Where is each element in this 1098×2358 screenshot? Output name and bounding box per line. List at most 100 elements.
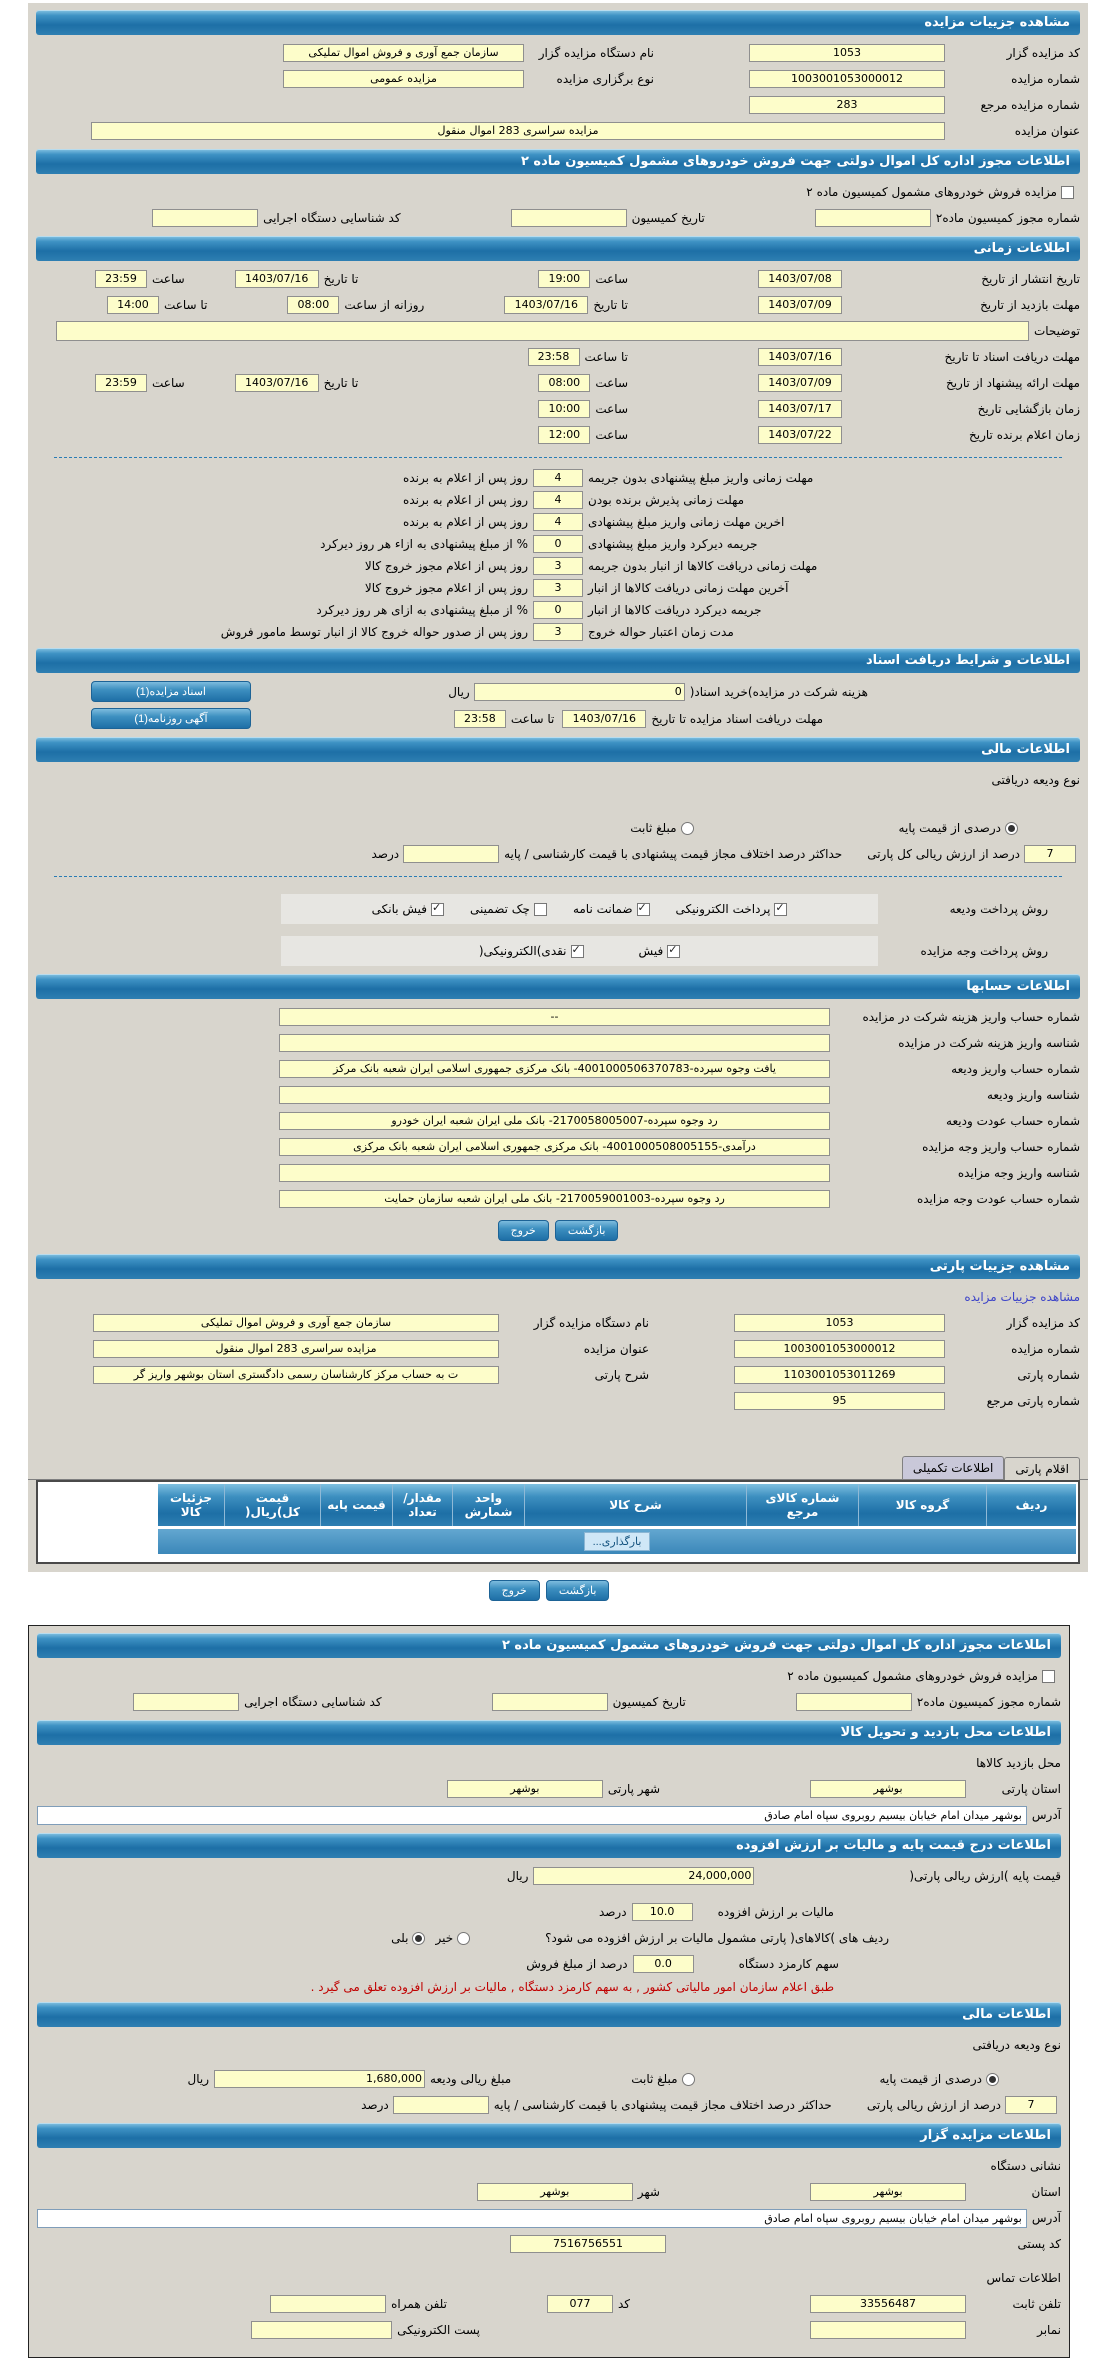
fee-field[interactable]: 0 <box>473 682 685 701</box>
party-province-field[interactable]: بوشهر <box>810 1780 966 1798</box>
account-field[interactable] <box>279 1086 830 1104</box>
deposit-percent-field[interactable]: 7 <box>1024 845 1076 863</box>
auction-title-field[interactable]: مزایده سراسری 283 اموال منقول <box>91 122 945 140</box>
phone-field[interactable]: 33556487 <box>810 2295 966 2313</box>
penalty-value-field[interactable]: 3 <box>533 623 583 641</box>
offer-to-time-field[interactable]: 23:59 <box>95 374 147 392</box>
vat-yes-radio[interactable] <box>412 1931 426 1945</box>
commission-share-field[interactable]: 0.0 <box>632 1955 694 1973</box>
base-price-field[interactable]: 24,000,000 <box>533 1867 755 1885</box>
permit-checkbox-2[interactable] <box>1042 1669 1055 1683</box>
open-date-field[interactable]: 1403/07/17 <box>758 400 842 418</box>
party-desc-field[interactable]: ت به حساب مرکز کارشناسان رسمی دادگستری ا… <box>93 1366 499 1384</box>
auction-number-field[interactable]: 1003001053000012 <box>749 70 945 88</box>
seller-city-field[interactable]: بوشهر <box>476 2183 633 2201</box>
visit-daily-to-field[interactable]: 14:00 <box>106 296 159 314</box>
visit-daily-from-field[interactable]: 08:00 <box>287 296 340 314</box>
account-field[interactable]: -- <box>279 1008 830 1026</box>
account-field[interactable]: رد وجوه سپرده-2170059001003- بانک ملی ای… <box>279 1190 830 1208</box>
exit-button[interactable]: خروج <box>497 1220 549 1241</box>
party-auction-title-field[interactable]: مزایده سراسری 283 اموال منقول <box>93 1340 499 1358</box>
tab-party-items[interactable]: اقلام پارتی <box>1004 1457 1080 1480</box>
account-field[interactable] <box>279 1034 830 1052</box>
newspaper-ad-button[interactable]: آگهی روزنامه(1) <box>91 708 251 729</box>
account-field[interactable] <box>279 1164 830 1182</box>
party-auction-number-field[interactable]: 1003001053000012 <box>734 1340 945 1358</box>
back-button[interactable]: بازگشت <box>554 1220 619 1241</box>
penalty-value-field[interactable]: 3 <box>533 579 583 597</box>
publish-time-field[interactable]: 19:00 <box>538 270 591 288</box>
party-city-field[interactable]: بوشهر <box>446 1780 603 1798</box>
penalty-value-field[interactable]: 0 <box>533 535 583 553</box>
account-field[interactable]: درآمدی-4001000508005155- بانک مرکزی جمهو… <box>279 1138 830 1156</box>
deposit-amount-field[interactable]: 1,680,000 <box>214 2070 426 2088</box>
commission-date-field-2[interactable] <box>491 1693 608 1711</box>
publish-date-field[interactable]: 1403/07/08 <box>758 270 842 288</box>
mobile-field[interactable] <box>270 2295 387 2313</box>
percent-of-base-radio[interactable] <box>1005 821 1018 835</box>
party-ref-field[interactable]: 95 <box>734 1392 945 1410</box>
penalty-value-field[interactable]: 4 <box>533 513 583 531</box>
org-name-field[interactable]: سازمان جمع آوری و فروش اموال تملیکی <box>283 44 524 62</box>
tab-additional-info[interactable]: اطلاعات تکمیلی <box>901 1456 1005 1479</box>
auction-ref-field[interactable]: 283 <box>749 96 945 114</box>
docs-deadline-date-field[interactable]: 1403/07/16 <box>758 348 842 366</box>
max-diff-field[interactable] <box>403 845 500 863</box>
bidder-code-field[interactable]: 1053 <box>749 44 945 62</box>
open-time-field[interactable]: 10:00 <box>538 400 591 418</box>
postal-code-field[interactable]: 7516756551 <box>510 2235 666 2253</box>
visit-to-field[interactable]: 1403/07/16 <box>504 296 589 314</box>
docs-deadline2-time-field[interactable]: 23:58 <box>453 709 506 728</box>
percent-of-base-radio-2[interactable] <box>986 2072 999 2086</box>
fax-field[interactable] <box>810 2321 966 2339</box>
slip-checkbox[interactable] <box>667 943 681 958</box>
offer-from-field[interactable]: 1403/07/09 <box>758 374 842 392</box>
notes-field[interactable] <box>56 321 1029 341</box>
penalty-value-field[interactable]: 4 <box>533 491 583 509</box>
max-diff-field-2[interactable] <box>392 2096 489 2114</box>
vat-field[interactable]: 10.0 <box>631 1903 693 1921</box>
permit-no-field[interactable] <box>814 209 931 227</box>
docs-deadline-time-field[interactable]: 23:58 <box>527 348 580 366</box>
exec-id-field-2[interactable] <box>133 1693 240 1711</box>
cash-electronic-checkbox[interactable] <box>570 943 584 958</box>
publish-to-date-field[interactable]: 1403/07/16 <box>234 270 319 288</box>
loading-button[interactable]: بارگذاری... <box>583 1532 651 1551</box>
offer-time-field[interactable]: 08:00 <box>538 374 591 392</box>
commission-date-field[interactable] <box>510 209 627 227</box>
fixed-amount-radio-2[interactable] <box>681 2072 695 2086</box>
party-number-field[interactable]: 1103001053011269 <box>734 1366 945 1384</box>
docs-deadline2-date-field[interactable]: 1403/07/16 <box>562 709 647 728</box>
penalty-value-field[interactable]: 0 <box>533 601 583 619</box>
permit-no-field-2[interactable] <box>795 1693 912 1711</box>
permit-checkbox[interactable] <box>1061 185 1074 199</box>
party-bidder-code-field[interactable]: 1053 <box>734 1314 945 1332</box>
vat-no-radio[interactable] <box>457 1931 471 1945</box>
auction-docs-button[interactable]: اسناد مزایده(1) <box>91 681 251 702</box>
back-button[interactable]: بازگشت <box>545 1580 610 1601</box>
visit-from-field[interactable]: 1403/07/09 <box>758 296 842 314</box>
fixed-amount-radio[interactable] <box>680 821 694 835</box>
area-code-field[interactable]: 077 <box>546 2295 613 2313</box>
exec-id-field[interactable] <box>152 209 259 227</box>
view-auction-link[interactable]: مشاهده جزییات مزایده <box>964 1290 1080 1304</box>
email-field[interactable] <box>251 2321 393 2339</box>
exit-button[interactable]: خروج <box>488 1580 540 1601</box>
winner-time-field[interactable]: 12:00 <box>538 426 591 444</box>
party-org-field[interactable]: سازمان جمع آوری و فروش اموال تملیکی <box>93 1314 499 1332</box>
publish-to-time-field[interactable]: 23:59 <box>95 270 147 288</box>
offer-to-field[interactable]: 1403/07/16 <box>234 374 319 392</box>
electronic-payment-checkbox[interactable] <box>774 901 788 916</box>
account-field[interactable]: یافت وجوه سپرده-4001000506370783- بانک م… <box>279 1060 830 1078</box>
hold-type-field[interactable]: مزایده عمومی <box>283 70 524 88</box>
penalty-value-field[interactable]: 4 <box>533 469 583 487</box>
seller-province-field[interactable]: بوشهر <box>810 2183 966 2201</box>
winner-date-field[interactable]: 1403/07/22 <box>758 426 842 444</box>
deposit-percent-field-2[interactable]: 7 <box>1005 2096 1057 2114</box>
bank-slip-checkbox[interactable] <box>431 901 445 916</box>
penalty-value-field[interactable]: 3 <box>533 557 583 575</box>
account-field[interactable]: رد وجوه سپرده-2170058005007- بانک ملی ای… <box>279 1112 830 1130</box>
secured-check-checkbox[interactable] <box>533 902 547 916</box>
seller-address-field[interactable]: بوشهر میدان امام خیابان بیسیم روبروی سپا… <box>37 2208 1027 2228</box>
party-address-field[interactable]: بوشهر میدان امام خیابان بیسیم روبروی سپا… <box>37 1805 1027 1825</box>
